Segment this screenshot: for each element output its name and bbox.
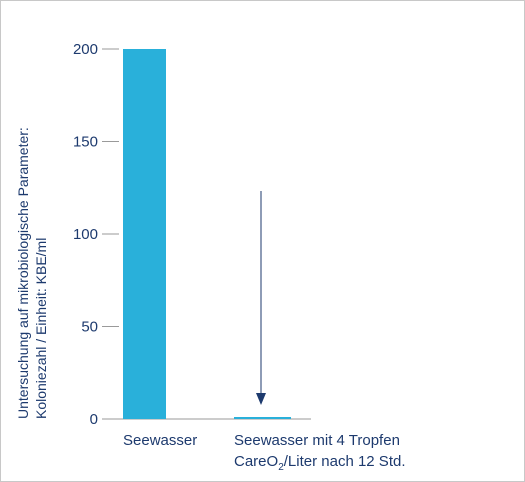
y-tick-label: 200 (73, 41, 98, 58)
y-tick-label: 100 (73, 226, 98, 243)
category-label-line2: CareO2/Liter nach 12 Std. (234, 453, 406, 473)
arrow-annotation (256, 191, 266, 405)
y-tick-label: 0 (90, 411, 98, 428)
category-label: Seewasser mit 4 Tropfen (234, 432, 400, 449)
category-label: Seewasser (123, 432, 197, 449)
y-axis-title-line: Untersuchung auf mikrobiologische Parame… (15, 127, 31, 419)
bars (123, 49, 291, 419)
y-axis-label: Untersuchung auf mikrobiologische Parame… (15, 127, 49, 419)
y-tick-label: 150 (73, 134, 98, 151)
y-axis-title: Untersuchung auf mikrobiologische Parame… (15, 127, 49, 419)
category-labels: Seewasser Seewasser mit 4 Tropfen CareO2/L… (123, 432, 406, 473)
y-axis-title-line: Koloniezahl / Einheit: KBE/ml (33, 238, 49, 419)
arrow-head (256, 393, 266, 405)
y-axis-ticks: 0 50 100 150 200 (73, 41, 119, 428)
bar (123, 49, 166, 419)
y-tick-label: 50 (81, 319, 98, 336)
bar (234, 417, 291, 419)
